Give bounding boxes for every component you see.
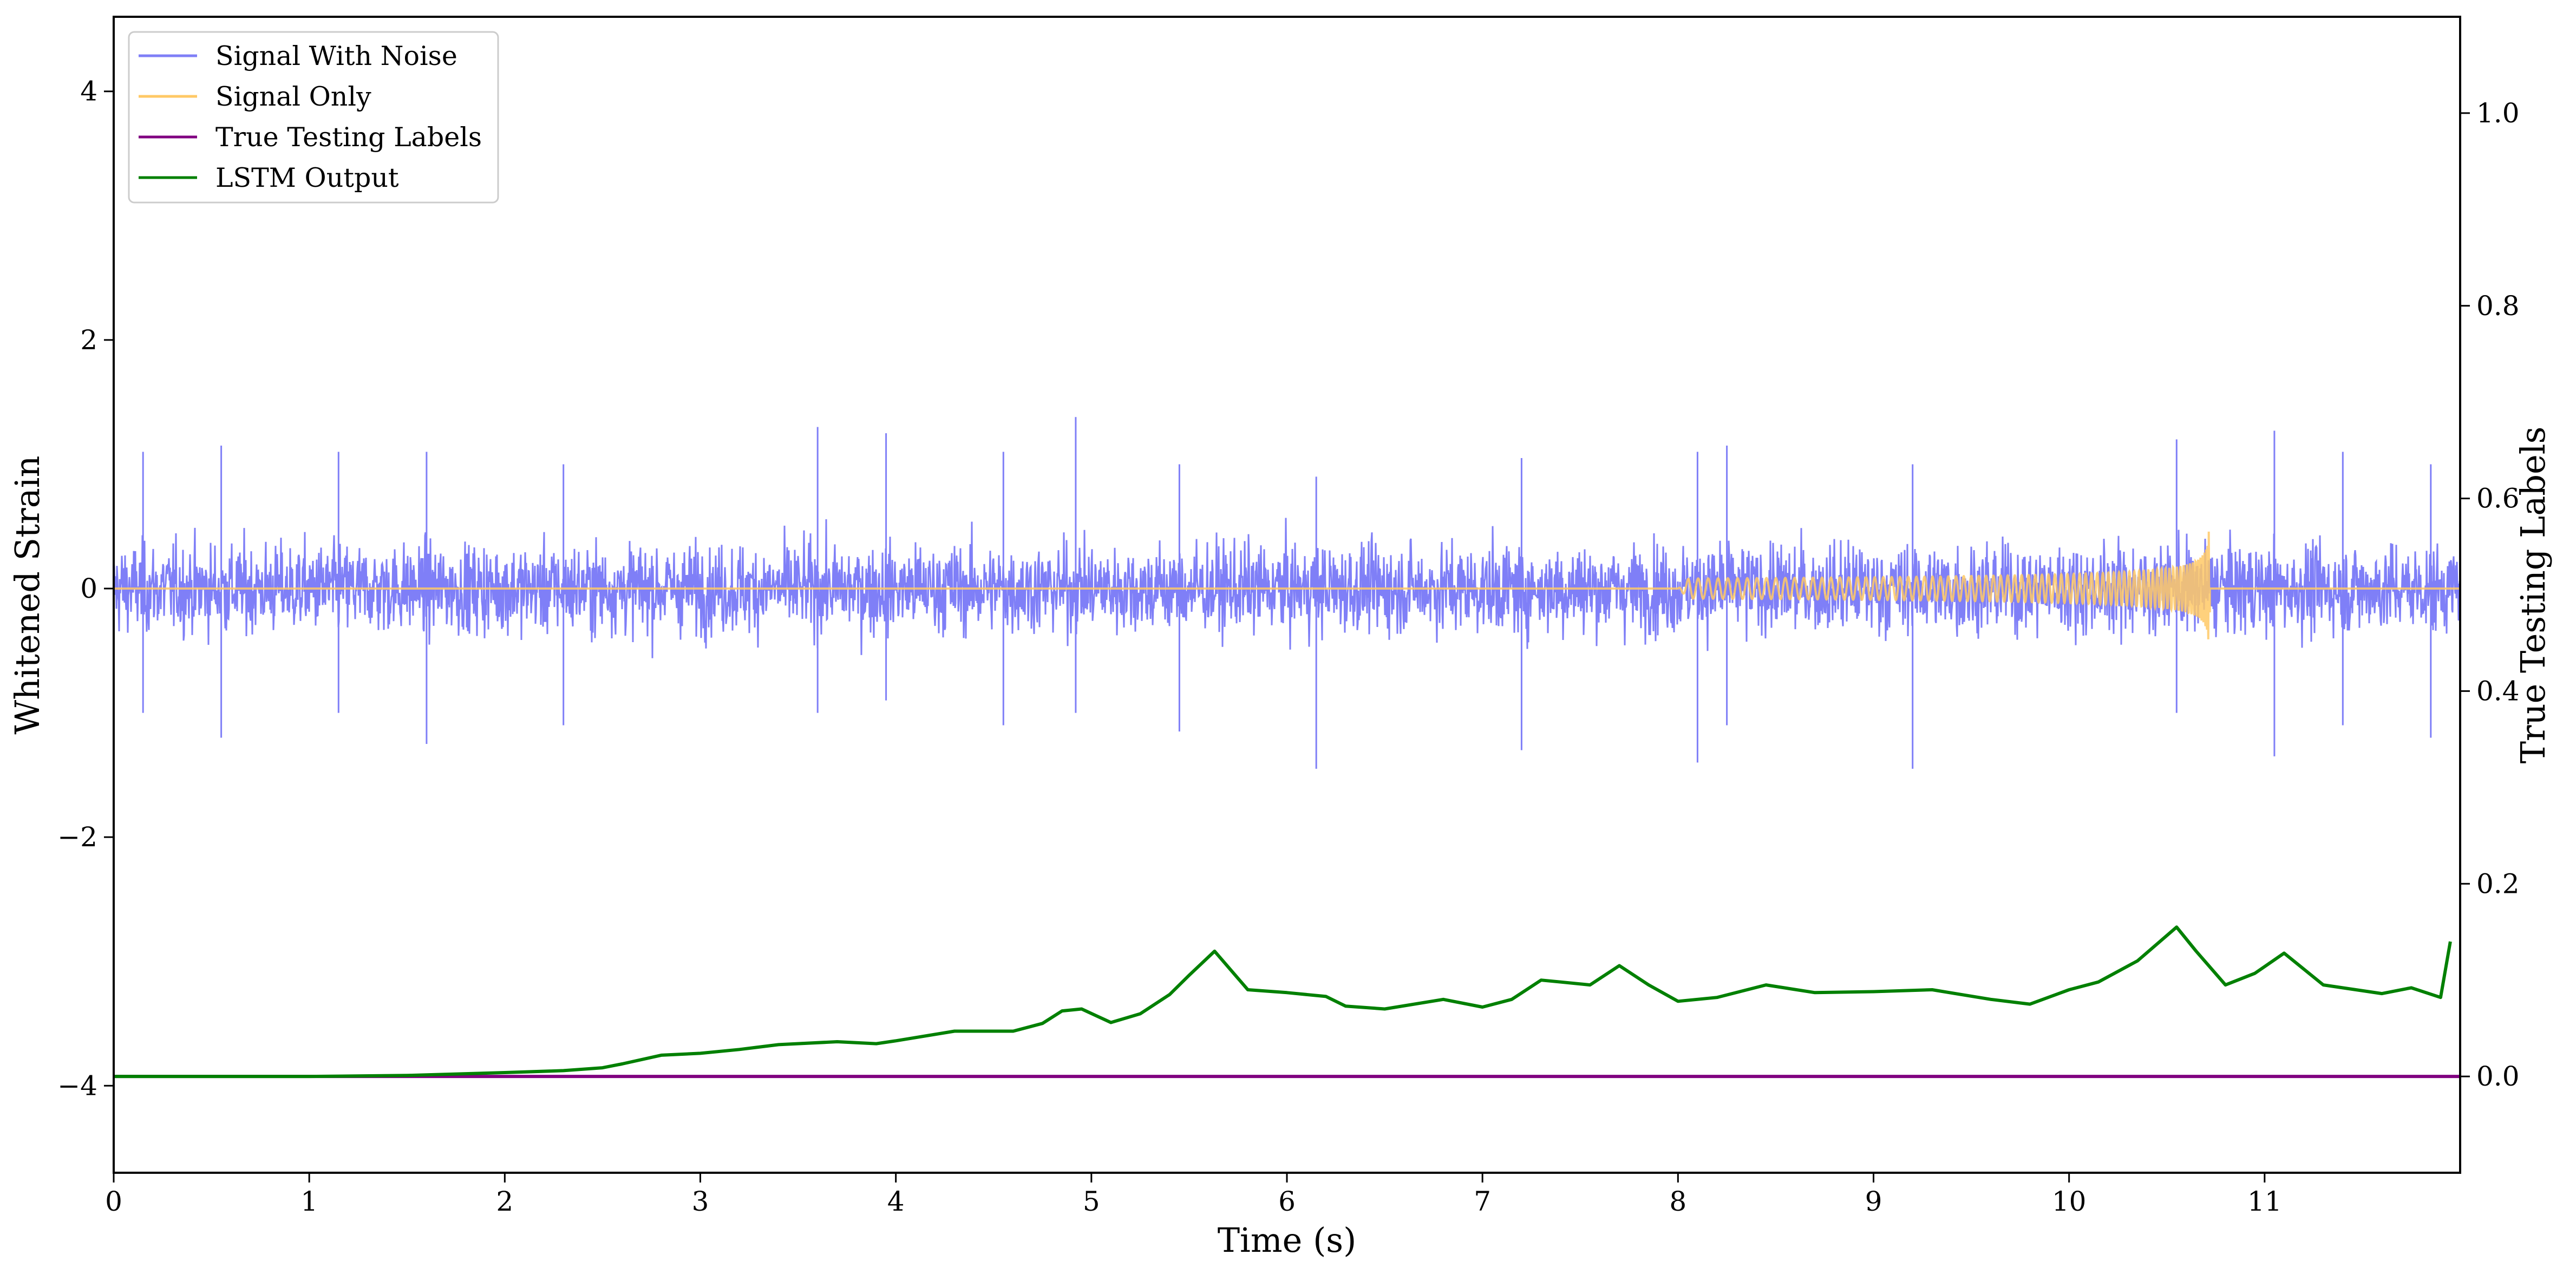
y-tick-label-0: −4 <box>57 1070 97 1101</box>
y-tick-label-4: 4 <box>80 76 97 107</box>
x-tick-label-5: 5 <box>1083 1186 1100 1217</box>
legend-label-true-testing-labels: True Testing Labels <box>215 122 482 153</box>
y-tick-label-2: 0 <box>80 573 97 604</box>
x-tick-label-1: 1 <box>300 1186 318 1217</box>
legend-box <box>128 31 499 204</box>
y-tick-label-1: −2 <box>57 821 97 853</box>
y2-tick-label-0: 0.0 <box>2476 1061 2520 1092</box>
x-axis: 0 1 2 3 4 5 6 7 8 9 10 11 <box>105 1173 2282 1217</box>
signal-only-series <box>114 531 2460 639</box>
x-axis-label: Time (s) <box>1218 1220 1357 1260</box>
y-tick-label-3: 2 <box>80 324 97 356</box>
x-tick-label-11: 11 <box>2247 1186 2282 1217</box>
signal-with-noise-line <box>113 417 2461 769</box>
x-tick-label-8: 8 <box>1669 1186 1686 1217</box>
y-axis-left: −4 −2 0 2 4 <box>57 76 114 1101</box>
x-tick-label-6: 6 <box>1278 1186 1296 1217</box>
y2-tick-label-4: 0.8 <box>2476 290 2520 322</box>
y2-axis-label: True Testing Labels <box>2513 427 2553 764</box>
x-tick-label-4: 4 <box>887 1186 905 1217</box>
lstm-output-line <box>114 925 2452 1079</box>
x-tick-label-10: 10 <box>2052 1186 2087 1217</box>
legend: Signal With Noise Signal Only True Testi… <box>128 31 499 204</box>
lstm-output-series <box>114 925 2452 1079</box>
signal-with-noise-series <box>113 417 2461 769</box>
legend-label-signal-with-noise: Signal With Noise <box>215 41 457 71</box>
y2-tick-label-2: 0.4 <box>2476 675 2520 707</box>
legend-label-signal-only: Signal Only <box>215 81 371 112</box>
x-tick-label-3: 3 <box>692 1186 709 1217</box>
legend-label-lstm-output: LSTM Output <box>215 162 399 193</box>
y2-tick-label-5: 1.0 <box>2476 97 2520 129</box>
signal-only-line <box>114 531 2460 639</box>
x-tick-label-9: 9 <box>1865 1186 1882 1217</box>
y2-tick-label-3: 0.6 <box>2476 483 2520 514</box>
x-tick-label-2: 2 <box>496 1186 513 1217</box>
y2-tick-label-1: 0.2 <box>2476 868 2520 899</box>
x-tick-label-0: 0 <box>105 1186 122 1217</box>
y-axis-label: Whitened Strain <box>8 456 47 735</box>
x-tick-label-7: 7 <box>1474 1186 1491 1217</box>
y-axis-right: 0.0 0.2 0.4 0.6 0.8 1.0 <box>2460 97 2520 1092</box>
